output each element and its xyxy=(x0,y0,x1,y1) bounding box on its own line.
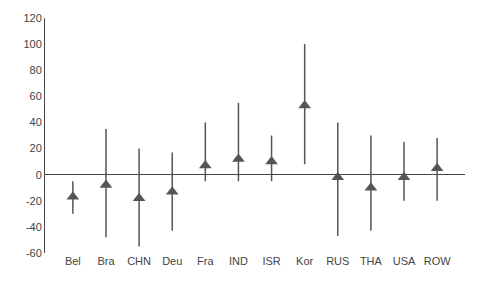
svg-text:100: 100 xyxy=(23,38,41,50)
svg-text:-60: -60 xyxy=(26,247,42,259)
svg-text:Bel: Bel xyxy=(65,255,81,267)
svg-text:USA: USA xyxy=(393,255,416,267)
svg-text:-40: -40 xyxy=(26,221,42,233)
svg-text:20: 20 xyxy=(30,142,42,154)
svg-text:Kor: Kor xyxy=(296,255,313,267)
svg-text:Deu: Deu xyxy=(162,255,182,267)
svg-text:ROW: ROW xyxy=(424,255,452,267)
svg-text:Bra: Bra xyxy=(97,255,115,267)
svg-text:80: 80 xyxy=(30,64,42,76)
svg-text:THA: THA xyxy=(360,255,383,267)
svg-text:CHN: CHN xyxy=(127,255,151,267)
svg-text:Fra: Fra xyxy=(197,255,214,267)
svg-text:40: 40 xyxy=(30,116,42,128)
svg-text:-20: -20 xyxy=(26,195,42,207)
svg-text:RUS: RUS xyxy=(326,255,349,267)
svg-text:ISR: ISR xyxy=(262,255,280,267)
svg-text:0: 0 xyxy=(36,169,42,181)
svg-text:IND: IND xyxy=(229,255,248,267)
svg-text:60: 60 xyxy=(30,90,42,102)
svg-text:120: 120 xyxy=(23,12,41,24)
